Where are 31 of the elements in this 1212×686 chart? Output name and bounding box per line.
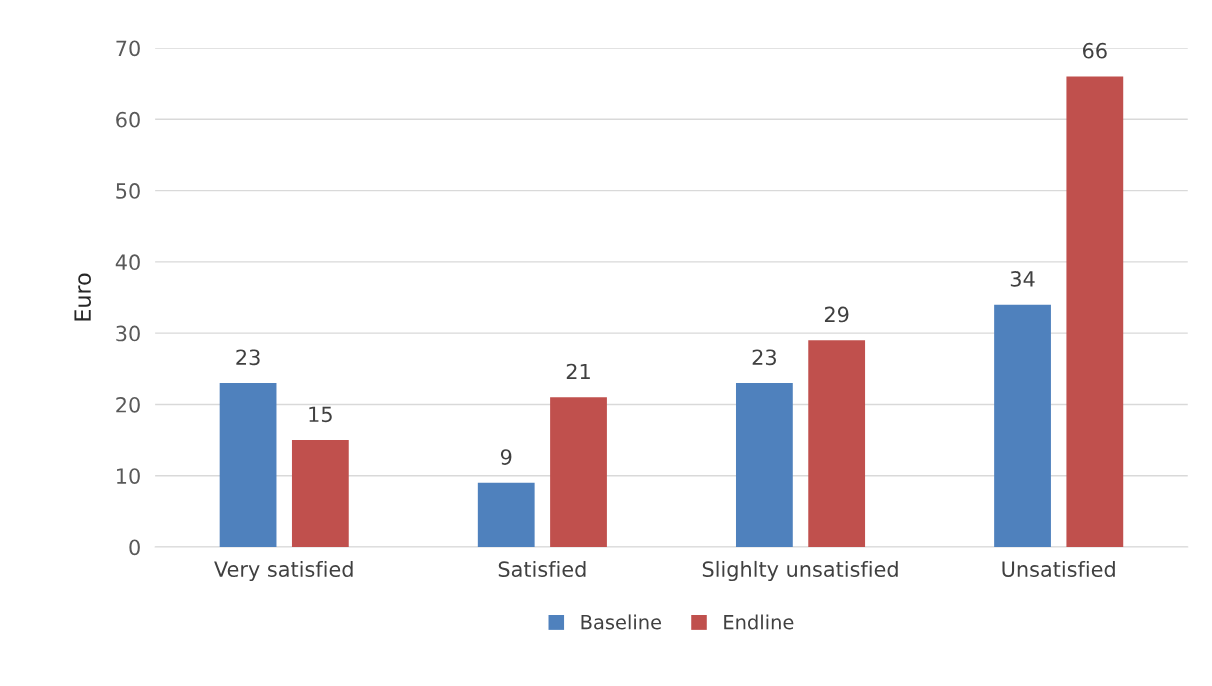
- x-tick-label: Slighlty unsatisfied: [702, 560, 898, 582]
- y-tick-label: 50: [116, 183, 140, 199]
- data-label: 15: [309, 406, 332, 423]
- data-label: 21: [566, 363, 590, 380]
- y-tick-label: 40: [115, 254, 140, 271]
- data-label: 66: [1083, 42, 1107, 59]
- bar: [808, 340, 866, 548]
- y-tick-label: 0: [129, 539, 140, 556]
- x-tick-label: Satisfied: [498, 560, 586, 578]
- x-tick-label: Very satisfied: [214, 560, 353, 582]
- data-label: 23: [752, 349, 776, 366]
- bar: [291, 440, 349, 548]
- x-tick-label: Unsatisfied: [1002, 560, 1115, 578]
- bar: [550, 397, 607, 548]
- bar: [735, 383, 793, 548]
- data-label: 34: [1010, 270, 1035, 287]
- y-axis-title: Euro: [74, 273, 91, 321]
- data-label: 23: [236, 349, 260, 366]
- bar: [219, 383, 277, 548]
- data-label: 29: [824, 306, 849, 323]
- y-tick-label: 60: [116, 111, 140, 128]
- data-label: 9: [500, 449, 512, 465]
- y-tick-label: 10: [117, 468, 140, 484]
- y-tick-label: 20: [116, 396, 140, 413]
- legend-label: Baseline: [581, 614, 662, 630]
- bar: [477, 482, 535, 548]
- legend-label: Endline: [724, 614, 794, 630]
- bar: [1066, 76, 1124, 548]
- y-tick-label: 30: [116, 325, 140, 342]
- bar: [994, 304, 1051, 548]
- y-tick-label: 70: [116, 40, 140, 57]
